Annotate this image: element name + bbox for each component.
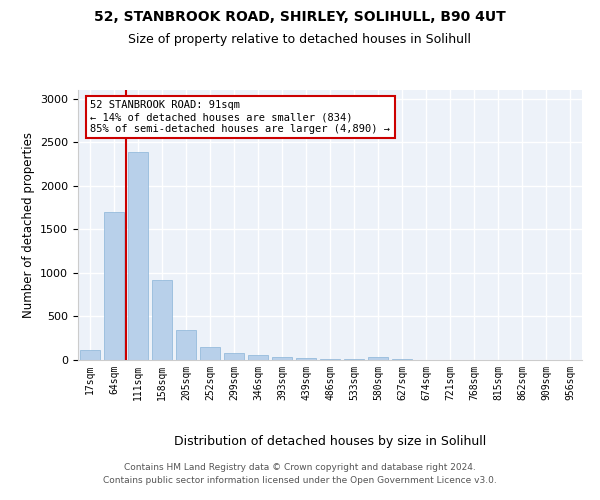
Bar [344,359,364,360]
Bar [368,358,388,360]
Bar [248,355,268,360]
Bar [176,330,196,360]
Bar [296,358,316,360]
Bar [320,358,340,360]
Bar [104,212,124,360]
Text: Contains public sector information licensed under the Open Government Licence v3: Contains public sector information licen… [103,476,497,485]
Bar [200,347,220,360]
Text: Distribution of detached houses by size in Solihull: Distribution of detached houses by size … [174,435,486,448]
Bar [80,350,100,360]
Text: Size of property relative to detached houses in Solihull: Size of property relative to detached ho… [128,32,472,46]
Bar [224,353,244,360]
Y-axis label: Number of detached properties: Number of detached properties [22,132,35,318]
Bar [152,280,172,360]
Bar [272,357,292,360]
Bar [128,152,148,360]
Text: 52, STANBROOK ROAD, SHIRLEY, SOLIHULL, B90 4UT: 52, STANBROOK ROAD, SHIRLEY, SOLIHULL, B… [94,10,506,24]
Text: Contains HM Land Registry data © Crown copyright and database right 2024.: Contains HM Land Registry data © Crown c… [124,464,476,472]
Text: 52 STANBROOK ROAD: 91sqm
← 14% of detached houses are smaller (834)
85% of semi-: 52 STANBROOK ROAD: 91sqm ← 14% of detach… [91,100,391,134]
